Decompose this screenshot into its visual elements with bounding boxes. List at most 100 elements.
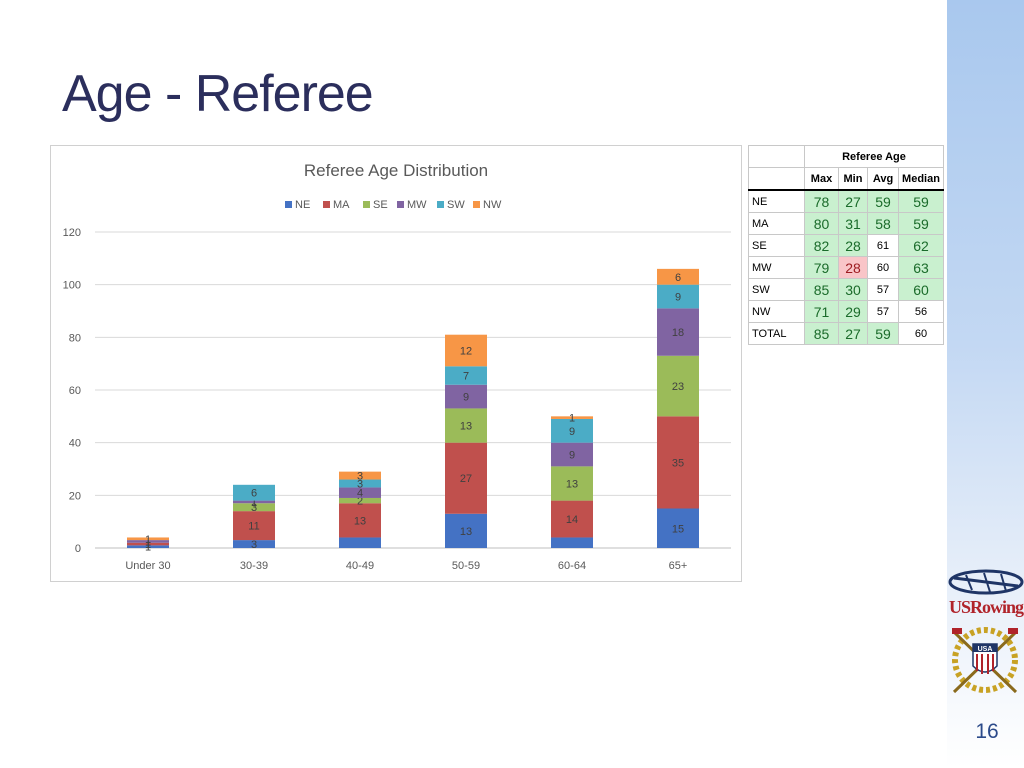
table-row-nw: NW 71 29 57 56 bbox=[748, 300, 944, 323]
y-tick-label: 60 bbox=[69, 385, 81, 397]
data-label: 2 bbox=[357, 496, 363, 508]
data-label: 9 bbox=[569, 426, 575, 438]
cell-min: 28 bbox=[838, 234, 868, 257]
legend-label-mw: MW bbox=[407, 199, 427, 211]
data-label: 9 bbox=[569, 450, 575, 462]
chart-legend: NE MA SE MW SW NW bbox=[285, 199, 502, 211]
data-label: 18 bbox=[672, 327, 684, 339]
legend-label-ne: NE bbox=[295, 199, 310, 211]
bar-segment-ma bbox=[127, 542, 169, 546]
data-label: 1 bbox=[145, 534, 151, 546]
row-label: NW bbox=[748, 300, 805, 323]
data-label: 13 bbox=[460, 421, 472, 433]
legend-label-sw: SW bbox=[447, 199, 465, 211]
y-axis: 0 20 40 60 80 100 120 bbox=[63, 227, 81, 555]
data-label: 14 bbox=[566, 514, 578, 526]
slide-title: Age - Referee bbox=[62, 65, 374, 123]
data-label: 3 bbox=[251, 539, 257, 551]
x-axis: Under 30 30-39 40-49 50-59 60-64 65+ bbox=[125, 560, 687, 572]
chart-canvas: Referee Age Distribution NE MA SE MW SW NW 0 2… bbox=[63, 161, 731, 572]
y-tick-label: 80 bbox=[69, 332, 81, 344]
data-label: 13 bbox=[354, 515, 366, 527]
data-label: 7 bbox=[463, 371, 469, 383]
data-label: 1 bbox=[145, 542, 151, 554]
bar-segment-nw bbox=[657, 268, 699, 285]
y-tick-label: 100 bbox=[63, 280, 81, 292]
bar-segment-nw bbox=[339, 471, 381, 480]
legend-swatch-sw bbox=[437, 201, 444, 208]
cell-min: 27 bbox=[838, 189, 868, 213]
bar-segment-sw bbox=[445, 366, 487, 385]
data-label: 9 bbox=[463, 392, 469, 404]
data-label: 3 bbox=[357, 478, 363, 490]
data-label: 4 bbox=[357, 488, 363, 500]
bar-segment-se bbox=[233, 503, 275, 512]
legend-label-ma: MA bbox=[333, 199, 350, 211]
data-label: 23 bbox=[672, 381, 684, 393]
bar-segment-mw bbox=[551, 442, 593, 467]
table-row-sw: SW 85 30 57 60 bbox=[748, 278, 944, 301]
bar-segment-nw bbox=[445, 334, 487, 367]
table-row-se: SE 82 28 61 62 bbox=[748, 234, 944, 257]
row-label: TOTAL bbox=[748, 322, 805, 345]
row-label: SW bbox=[748, 278, 805, 301]
bar-segment-se bbox=[445, 408, 487, 443]
bar-segment-sw bbox=[551, 418, 593, 443]
data-label: 27 bbox=[460, 473, 472, 485]
chart-title: Referee Age Distribution bbox=[304, 161, 488, 180]
data-label: 12 bbox=[460, 346, 472, 358]
y-tick-label: 20 bbox=[69, 490, 81, 502]
x-tick-label: 65+ bbox=[669, 560, 688, 572]
col-header-min: Min bbox=[838, 167, 868, 191]
chart-gridlines bbox=[95, 231, 731, 549]
data-label: 13 bbox=[566, 478, 578, 490]
data-label: 35 bbox=[672, 457, 684, 469]
bar-segment-ma bbox=[233, 511, 275, 541]
x-tick-label: Under 30 bbox=[125, 560, 170, 572]
cell-min: 27 bbox=[838, 322, 868, 345]
referee-age-table: Referee Age Max Min Avg Median NE 78 27 … bbox=[748, 145, 944, 345]
cell-max: 78 bbox=[804, 189, 839, 213]
table-row-ma: MA 80 31 58 59 bbox=[748, 212, 944, 235]
bar-segment-nw bbox=[127, 537, 169, 541]
data-label: 1 bbox=[251, 497, 257, 509]
y-tick-label: 40 bbox=[69, 438, 81, 450]
cell-avg: 57 bbox=[867, 300, 899, 323]
cell-avg: 57 bbox=[867, 278, 899, 301]
cell-max: 79 bbox=[804, 256, 839, 279]
data-label: 15 bbox=[672, 523, 684, 535]
cell-max: 80 bbox=[804, 212, 839, 235]
x-tick-label: 60-64 bbox=[558, 560, 586, 572]
col-header-median: Median bbox=[898, 167, 944, 191]
bar-segment-se bbox=[657, 355, 699, 417]
cell-max: 85 bbox=[804, 278, 839, 301]
row-label: NE bbox=[748, 189, 805, 213]
y-tick-label: 0 bbox=[75, 543, 81, 555]
cell-min: 29 bbox=[838, 300, 868, 323]
cell-median: 60 bbox=[898, 322, 944, 345]
data-label: 3 bbox=[357, 471, 363, 483]
cell-median: 59 bbox=[898, 189, 944, 213]
cell-max: 85 bbox=[804, 322, 839, 345]
bar-segment-ne bbox=[657, 508, 699, 548]
legend-swatch-mw bbox=[397, 201, 404, 208]
x-tick-label: 40-49 bbox=[346, 560, 374, 572]
row-label: SE bbox=[748, 234, 805, 257]
col-header-max: Max bbox=[804, 167, 839, 191]
page-number: 16 bbox=[975, 720, 999, 743]
row-label: MA bbox=[748, 212, 805, 235]
usrowing-logo-icon: USRowing USA bbox=[948, 569, 1024, 694]
data-label: 9 bbox=[675, 292, 681, 304]
data-label: 6 bbox=[675, 272, 681, 284]
table-row-ne: NE 78 27 59 59 bbox=[748, 189, 944, 213]
legend-label-se: SE bbox=[373, 199, 388, 211]
bar-segment-ne bbox=[551, 537, 593, 548]
bar-segment-ne bbox=[127, 545, 169, 548]
bar-segment-mw bbox=[127, 540, 169, 543]
legend-swatch-ma bbox=[323, 201, 330, 208]
cell-avg: 59 bbox=[867, 189, 899, 213]
cell-avg: 60 bbox=[867, 256, 899, 279]
bar-segment-mw bbox=[445, 384, 487, 409]
bar-segment-ma bbox=[339, 503, 381, 538]
